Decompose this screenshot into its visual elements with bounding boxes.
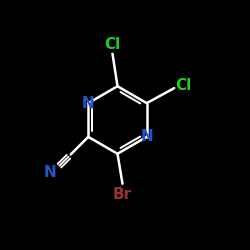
- Text: N: N: [140, 130, 153, 144]
- Text: N: N: [82, 96, 95, 110]
- Text: Br: Br: [113, 187, 132, 202]
- Text: Cl: Cl: [176, 78, 192, 92]
- Text: N: N: [44, 165, 56, 180]
- Text: Cl: Cl: [104, 37, 120, 52]
